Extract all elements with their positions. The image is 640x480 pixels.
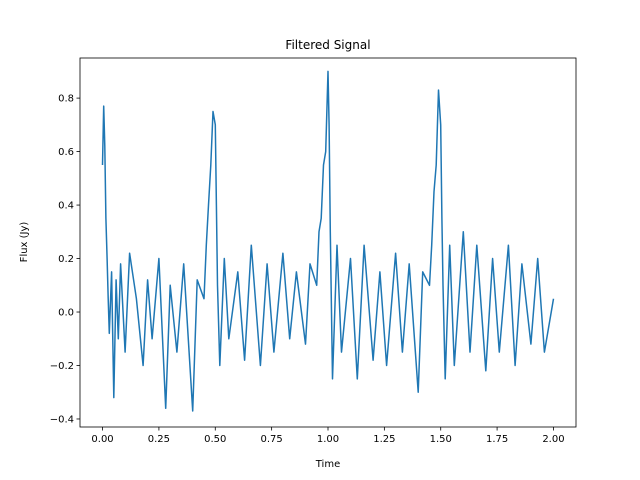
- plot-area: [101, 70, 555, 412]
- axes-frame: [79, 57, 577, 428]
- y-tick-label: 0.0: [58, 308, 74, 319]
- y-axis-label: Flux (Jy): [19, 222, 30, 263]
- y-tick-label: −0.2: [50, 361, 74, 372]
- x-tick-label: 0.50: [204, 434, 226, 445]
- y-tick-label: 0.8: [58, 94, 74, 105]
- x-tick-label: 1.00: [317, 434, 339, 445]
- x-tick-label: 0.75: [261, 434, 283, 445]
- y-tick-label: 0.6: [58, 147, 74, 158]
- series-line-0: [101, 70, 555, 412]
- y-tick-label: −0.4: [50, 414, 74, 425]
- x-tick-label: 1.75: [486, 434, 508, 445]
- y-axis-ticks: −0.4 −0.2 0.0 0.2 0.4 0.6 0.8: [50, 94, 80, 425]
- x-axis-ticks: 0.00 0.25 0.50 0.75 1.00 1.25 1.50 1.75 2.00: [91, 427, 565, 445]
- x-tick-label: 1.50: [430, 434, 452, 445]
- x-tick-label: 0.25: [148, 434, 170, 445]
- x-tick-label: 0.00: [91, 434, 113, 445]
- y-tick-label: 0.4: [58, 201, 74, 212]
- y-tick-label: 0.2: [58, 254, 74, 265]
- x-tick-label: 1.25: [373, 434, 395, 445]
- x-axis-label: Time: [315, 459, 340, 470]
- x-tick-label: 2.00: [542, 434, 564, 445]
- chart-title: Filtered Signal: [285, 38, 370, 52]
